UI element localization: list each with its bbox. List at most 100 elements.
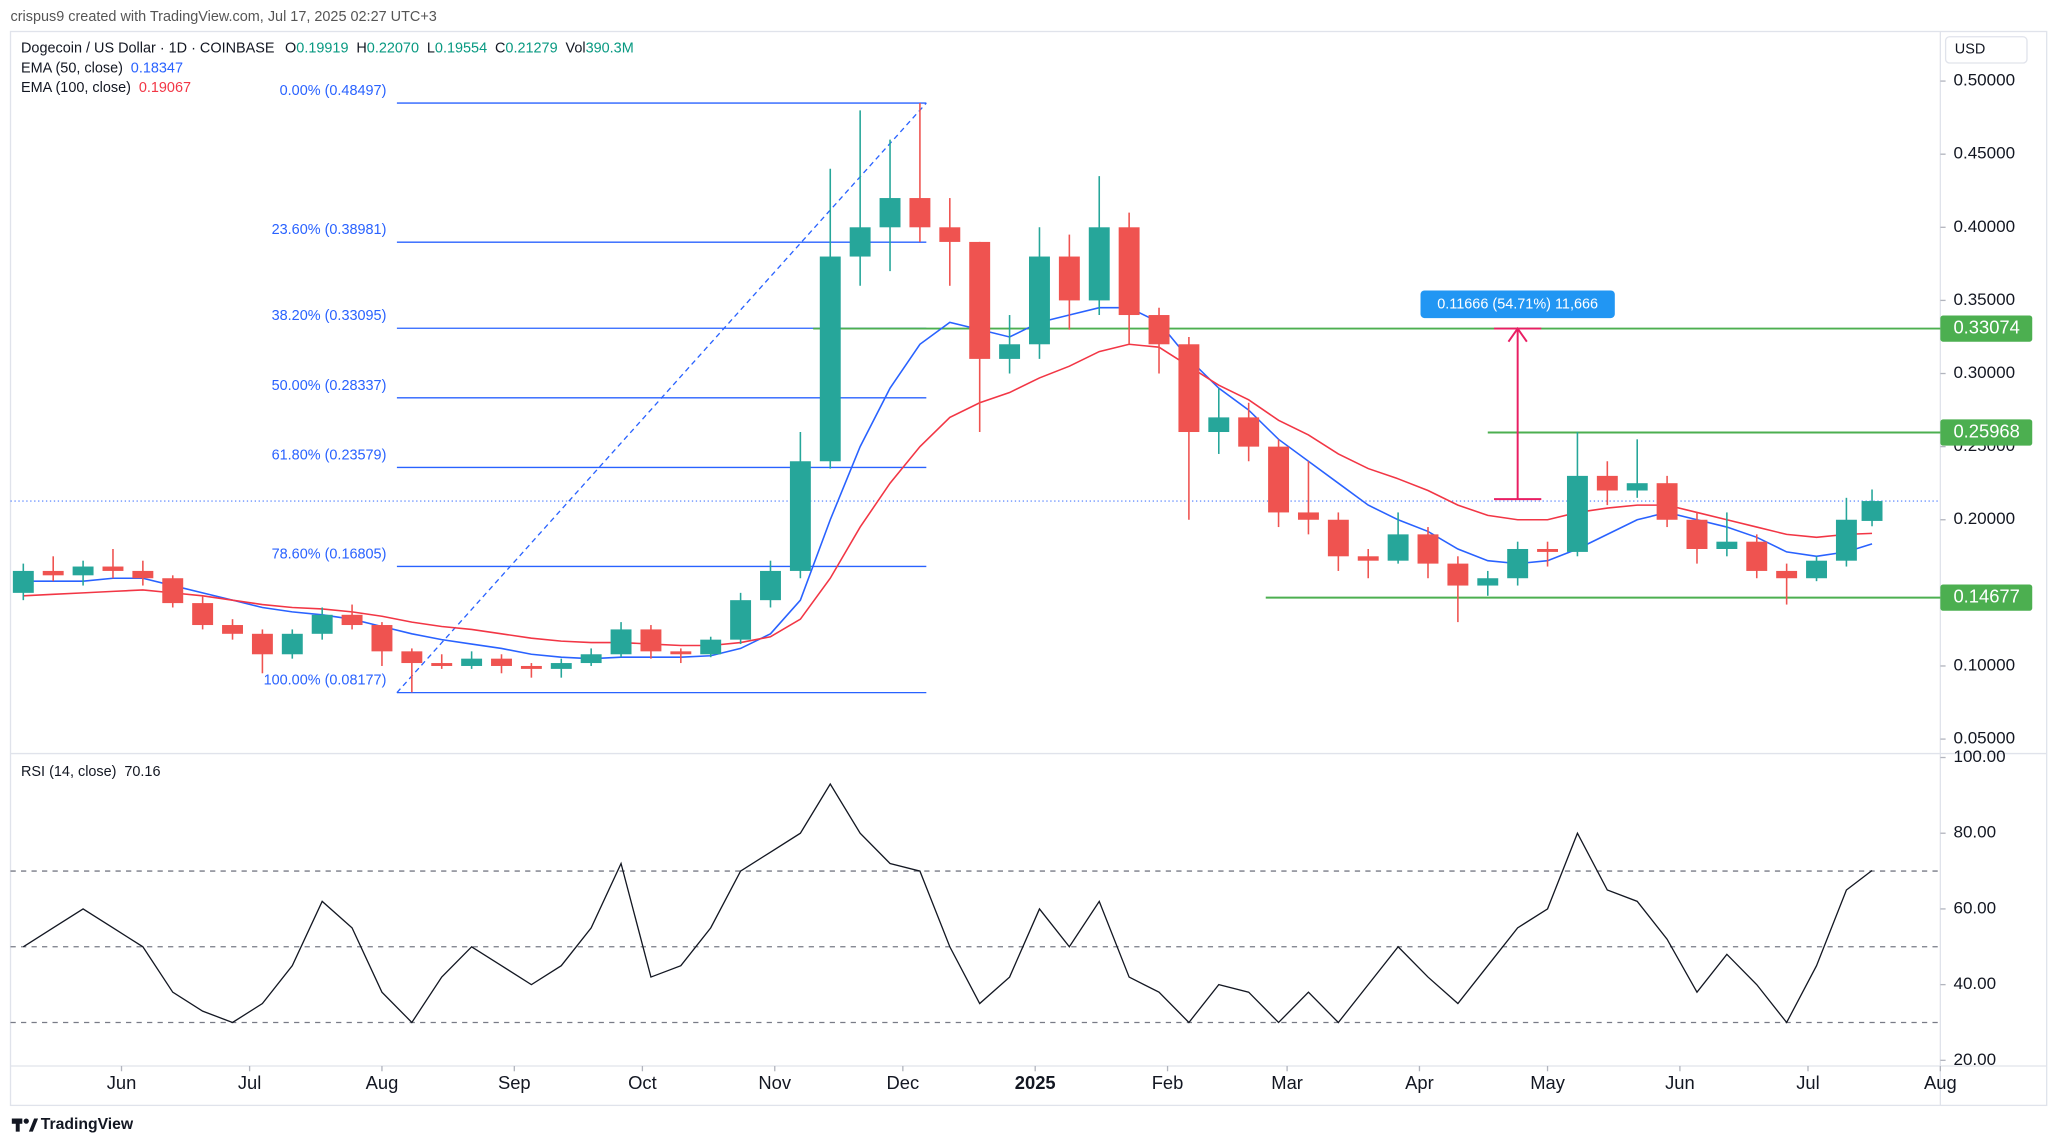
ohlc-key: O (285, 40, 296, 56)
ohlc-key: L (427, 40, 435, 56)
candle-body (1835, 519, 1857, 561)
candle-body (520, 665, 542, 669)
x-tick-label: Aug (1924, 1072, 1957, 1093)
fib-label: 61.80% (0.23579) (272, 447, 387, 463)
candle-body (222, 625, 243, 634)
measure-arrow (1507, 326, 1528, 343)
candle-body (849, 227, 871, 257)
candle-body (819, 256, 841, 462)
currency-box[interactable] (1944, 36, 2028, 64)
candle-body (1806, 560, 1827, 579)
measure-label-box (1420, 290, 1615, 319)
candle-body (700, 639, 722, 655)
x-tick-label: 2025 (1015, 1072, 1056, 1093)
rsi-value: 70.16 (124, 764, 160, 780)
candle-body (311, 614, 333, 634)
candle-body (461, 658, 483, 666)
candle-body (1327, 519, 1349, 557)
candle-body (1746, 541, 1768, 571)
x-tick-label: Dec (887, 1072, 920, 1093)
candle-body (251, 633, 273, 655)
x-tick-label: Oct (628, 1072, 657, 1093)
candle-body (1507, 548, 1529, 579)
ema-value: 0.19067 (139, 80, 191, 96)
candle-body (969, 241, 991, 359)
candle-body (1716, 541, 1738, 549)
candle-body (1776, 570, 1798, 579)
candle-body (1596, 475, 1618, 491)
candle-body (1178, 344, 1200, 433)
x-tick-label: Sep (498, 1072, 531, 1093)
fib-label: 38.20% (0.33095) (272, 308, 387, 324)
candle-body (999, 344, 1021, 359)
ema-legend: EMA (50, close) 0.18347 (21, 60, 183, 76)
candle-body (42, 570, 64, 576)
y-tick-label: 80.00 (1953, 823, 1996, 842)
candle-body (1148, 315, 1170, 345)
symbol: Dogecoin / US Dollar · 1D · COINBASE (21, 40, 275, 56)
candle-body (12, 570, 34, 593)
candle-body (1268, 446, 1290, 513)
x-tick-label: Jul (238, 1072, 261, 1093)
y-tick-label: 20.00 (1953, 1050, 1996, 1069)
x-tick-label: Apr (1405, 1072, 1434, 1093)
ohlc-key: H (356, 40, 366, 56)
candle-body (341, 614, 363, 626)
x-tick-label: Feb (1152, 1072, 1184, 1093)
candle-body (431, 663, 453, 666)
candle-body (162, 578, 184, 604)
candle-body (1029, 256, 1050, 345)
y-tick-label: 0.40000 (1953, 217, 2015, 236)
ohlc-value: 0.19554 (435, 40, 487, 56)
candle-body (132, 570, 154, 579)
candle-body (1626, 483, 1648, 491)
footer-logo (11, 1118, 39, 1132)
level-box (1940, 315, 2033, 342)
footer: TradingView (41, 1116, 134, 1133)
fib-label: 78.60% (0.16805) (272, 546, 387, 562)
ohlc-key: Vol (566, 40, 586, 56)
rsi-name: RSI (14, close) (21, 764, 116, 780)
candle-body (550, 663, 572, 669)
x-tick-label: Jun (1665, 1072, 1695, 1093)
candle-body (1477, 578, 1499, 586)
y-tick-label: 0.10000 (1953, 655, 2015, 674)
candle-body (789, 461, 811, 571)
candle-body (1297, 512, 1319, 520)
ema-value: 0.18347 (131, 60, 183, 76)
x-tick-label: Jun (107, 1072, 137, 1093)
ema-name: EMA (50, close) (21, 60, 123, 76)
candle-body (491, 658, 512, 666)
candle-body (1088, 227, 1110, 301)
currency: USD (1955, 42, 1985, 58)
candle-body (670, 651, 692, 655)
ohlc-value: 0.19919 (296, 40, 348, 56)
candle-body (102, 566, 124, 571)
candle-body (730, 600, 752, 640)
candle-body (1861, 501, 1883, 521)
x-tick-label: Aug (366, 1072, 399, 1093)
ohlc-value: 0.21279 (505, 40, 557, 56)
ema-name: EMA (100, close) (21, 80, 131, 96)
level-box (1940, 584, 2033, 611)
measure-label: 0.11666 (54.71%) 11,666 (1437, 297, 1598, 313)
level-label: 0.25968 (1953, 420, 2019, 441)
y-tick-label: 0.05000 (1953, 729, 2015, 748)
candle-body (1566, 475, 1588, 552)
candle-body (192, 603, 214, 626)
candle-body (879, 198, 901, 228)
frame (9, 30, 2048, 1107)
ohlc-value: 0.22070 (367, 40, 419, 56)
candle-body (1686, 519, 1708, 549)
candle-body (1238, 417, 1260, 447)
candle-body (401, 651, 423, 664)
level-label: 0.33074 (1953, 316, 2019, 337)
candle-body (610, 629, 632, 655)
candle-body (371, 625, 393, 652)
x-tick-label: Nov (758, 1072, 791, 1093)
candle-body (1058, 256, 1080, 301)
candle-body (1447, 563, 1469, 586)
fib-label: 50.00% (0.28337) (272, 378, 387, 394)
level-box (1940, 419, 2033, 446)
